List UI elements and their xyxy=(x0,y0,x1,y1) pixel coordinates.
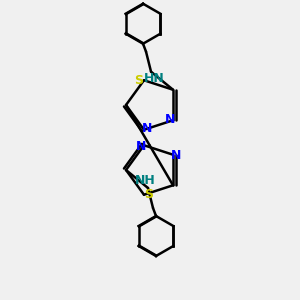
Text: S: S xyxy=(145,188,154,201)
Text: S: S xyxy=(134,74,143,87)
Text: N: N xyxy=(136,140,146,153)
Text: N: N xyxy=(165,113,175,126)
Text: N: N xyxy=(142,122,152,135)
Text: HN: HN xyxy=(144,72,164,85)
Text: N: N xyxy=(171,149,181,162)
Text: NH: NH xyxy=(135,175,155,188)
